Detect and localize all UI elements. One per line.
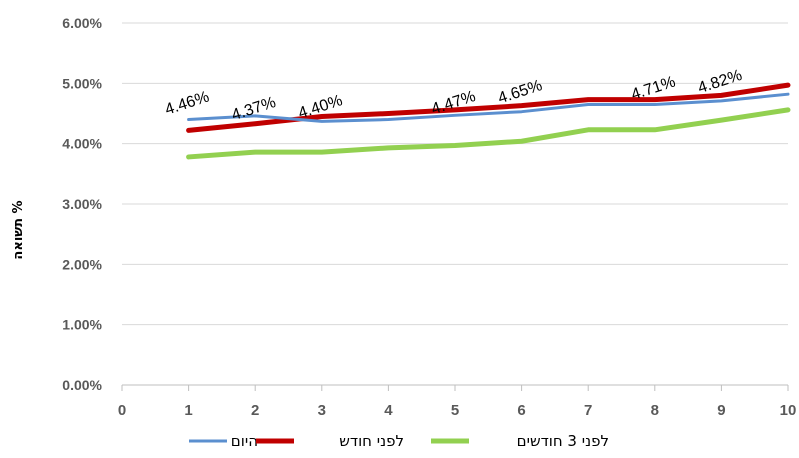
x-tick-label: 3 xyxy=(318,402,326,419)
data-label: 4.46% xyxy=(163,89,211,119)
series-line xyxy=(187,92,790,123)
x-tick-label: 9 xyxy=(717,402,725,419)
y-tick-label: 0.00% xyxy=(62,377,102,393)
x-tick-label: 6 xyxy=(517,402,525,419)
series-line xyxy=(186,82,791,133)
x-tick-label: 7 xyxy=(584,402,592,419)
x-tick-label: 2 xyxy=(251,402,259,419)
y-tick-label: 3.00% xyxy=(62,196,102,212)
y-axis: 0.00% 1.00% 2.00% 3.00% 4.00% 5.00% 6.00% xyxy=(62,15,102,393)
x-tick-label: 0 xyxy=(118,402,126,419)
y-tick-label: 6.00% xyxy=(62,15,102,31)
legend-label: לפני 3 חודשים xyxy=(517,432,609,450)
x-tick-label: 10 xyxy=(780,402,797,419)
x-tick-label: 4 xyxy=(384,402,393,419)
y-tick-label: 2.00% xyxy=(62,256,102,272)
legend-label: היום xyxy=(231,432,258,450)
y-axis-title: תשואה % xyxy=(11,200,26,259)
x-tick-label: 8 xyxy=(651,402,659,419)
y-tick-label: 5.00% xyxy=(62,75,102,91)
legend: היום לפני חודש לפני 3 חודשים xyxy=(189,432,609,450)
x-tick-label: 1 xyxy=(184,402,192,419)
legend-label: לפני חודש xyxy=(339,432,404,450)
series-lines xyxy=(186,82,791,160)
x-axis: 0 1 2 3 4 5 6 7 8 9 10 xyxy=(118,384,797,419)
x-tick-label: 5 xyxy=(451,402,459,419)
y-tick-label: 1.00% xyxy=(62,317,102,333)
series-line xyxy=(186,107,791,160)
y-tick-label: 4.00% xyxy=(62,136,102,152)
gridlines xyxy=(122,22,788,326)
